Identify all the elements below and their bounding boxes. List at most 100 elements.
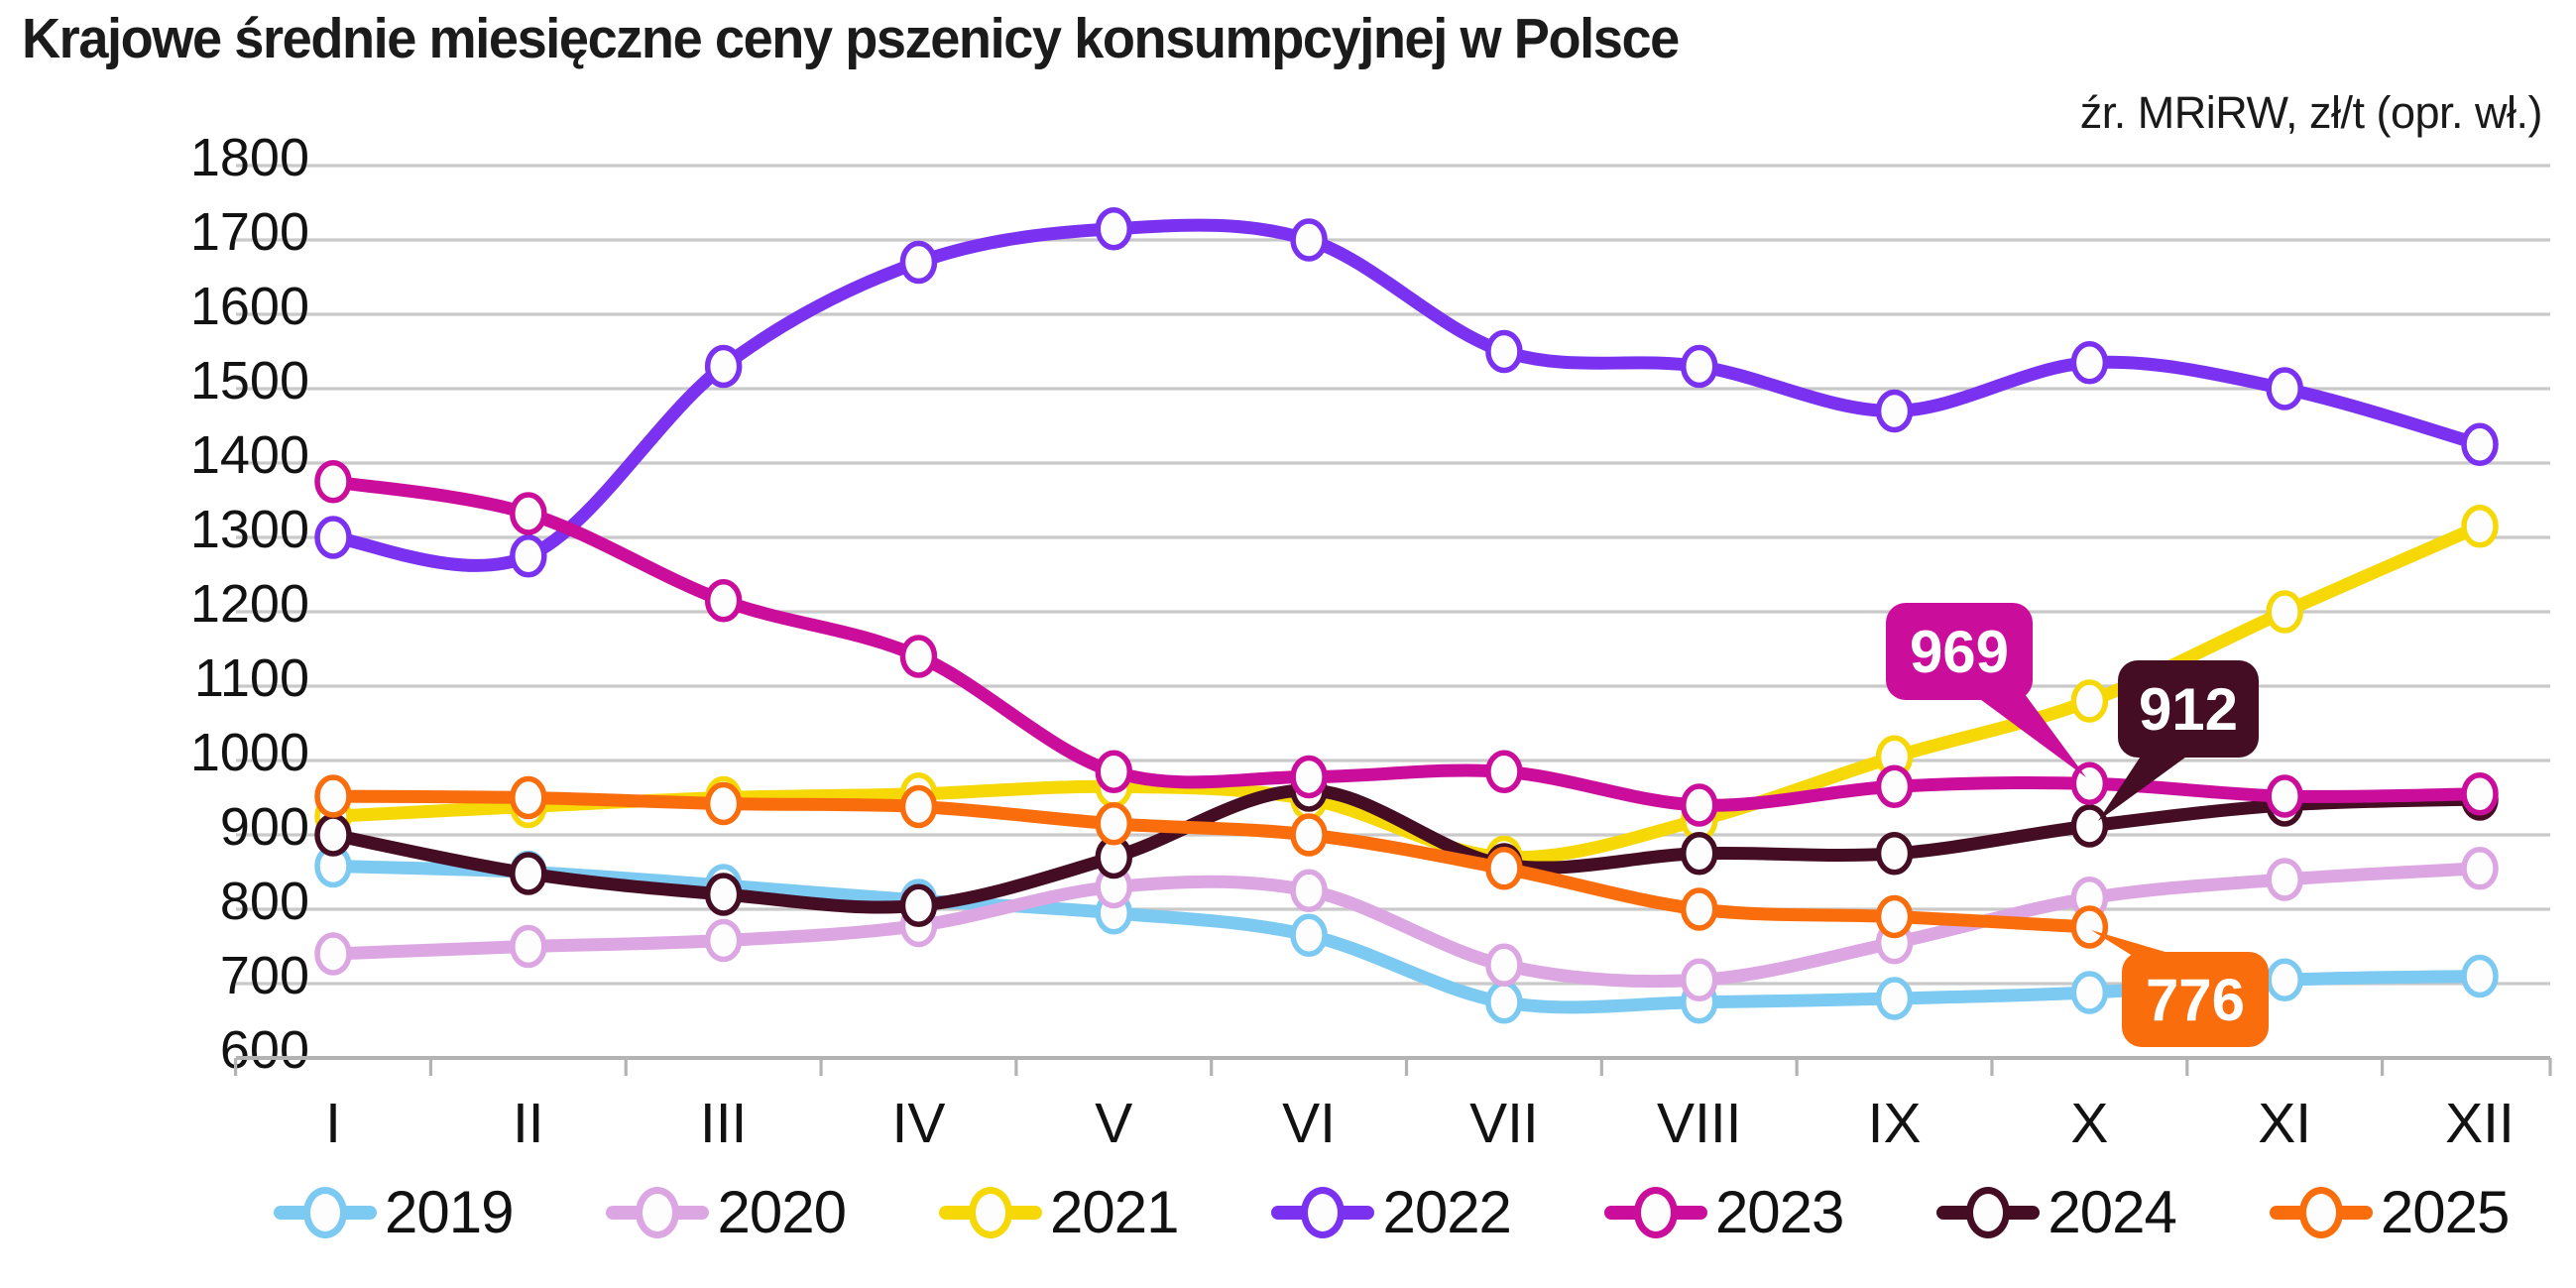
data-point-2020-VI bbox=[1290, 869, 1328, 912]
data-point-2025-IX bbox=[1875, 894, 1914, 939]
data-point-2025-VII bbox=[1485, 847, 1523, 890]
data-point-2022-IX bbox=[1875, 389, 1914, 433]
data-point-2023-X bbox=[2070, 761, 2109, 805]
data-point-2023-III bbox=[704, 579, 743, 623]
data-point-2022-VI bbox=[1290, 218, 1328, 262]
series-line-2020 bbox=[326, 862, 2487, 989]
series-line-2023 bbox=[326, 475, 2487, 812]
data-point-2023-V bbox=[1095, 750, 1133, 793]
data-point-2023-II bbox=[510, 492, 547, 535]
legend-dot-2021 bbox=[968, 1186, 1012, 1238]
legend-item-2024: 2024 bbox=[1936, 1178, 2177, 1246]
legend-item-2021: 2021 bbox=[938, 1178, 1179, 1246]
y-tick-label-1100: 1100 bbox=[194, 648, 309, 708]
data-point-2022-XII bbox=[2461, 422, 2499, 466]
x-tick-label-IV: IV bbox=[892, 1092, 946, 1155]
data-point-2020-I bbox=[314, 932, 352, 976]
x-tick-label-II: II bbox=[513, 1092, 544, 1155]
data-point-2023-VIII bbox=[1680, 783, 1718, 827]
data-point-2024-IV bbox=[899, 883, 938, 927]
legend-dot-2023 bbox=[1633, 1186, 1678, 1238]
data-point-2022-VIII bbox=[1680, 344, 1718, 389]
callout-value-776: 776 bbox=[2146, 967, 2245, 1033]
data-point-2025-I bbox=[314, 774, 352, 818]
y-tick-label-800: 800 bbox=[220, 872, 309, 931]
legend-item-2020: 2020 bbox=[606, 1178, 847, 1246]
data-point-2021-XII bbox=[2461, 505, 2499, 548]
x-tick-label-I: I bbox=[325, 1092, 341, 1155]
legend-marker-2021 bbox=[938, 1185, 1042, 1240]
source-note: źr. MRiRW, zł/t (opr. wł.) bbox=[2079, 87, 2543, 138]
callout-tail-912 bbox=[2098, 752, 2193, 821]
y-tick-label-600: 600 bbox=[220, 1020, 309, 1080]
data-point-2021-XI bbox=[2266, 590, 2303, 634]
data-point-2024-II bbox=[510, 852, 547, 895]
series-line-2019 bbox=[326, 860, 2487, 1014]
series-line-2024 bbox=[326, 783, 2487, 914]
series-line-2022 bbox=[326, 218, 2487, 572]
legend-item-2023: 2023 bbox=[1603, 1178, 1844, 1246]
data-point-2022-XI bbox=[2266, 367, 2303, 410]
legend-dot-2020 bbox=[636, 1186, 680, 1238]
callout-value-912: 912 bbox=[2139, 676, 2238, 743]
data-point-2022-V bbox=[1095, 207, 1133, 251]
data-point-2019-VI bbox=[1290, 913, 1328, 957]
data-point-2024-IX bbox=[1875, 832, 1914, 876]
legend-marker-2020 bbox=[606, 1185, 710, 1240]
legend-label-2024: 2024 bbox=[2048, 1179, 2176, 1245]
data-point-2025-III bbox=[704, 781, 743, 826]
data-point-2020-VII bbox=[1485, 943, 1523, 987]
legend-marker-2024 bbox=[1936, 1185, 2041, 1240]
data-point-2020-XII bbox=[2461, 847, 2499, 890]
data-point-2019-XII bbox=[2461, 954, 2499, 998]
y-tick-label-900: 900 bbox=[220, 797, 309, 857]
legend-item-2022: 2022 bbox=[1271, 1178, 1512, 1246]
legend-label-2020: 2020 bbox=[717, 1179, 846, 1245]
data-point-2025-V bbox=[1095, 802, 1133, 846]
data-point-2023-XI bbox=[2266, 774, 2303, 818]
legend-item-2025: 2025 bbox=[2269, 1178, 2510, 1246]
data-point-2021-X bbox=[2070, 679, 2109, 723]
legend-marker-2023 bbox=[1603, 1185, 1707, 1240]
data-point-2025-IV bbox=[899, 784, 938, 829]
x-tick-label-VII: VII bbox=[1469, 1092, 1539, 1155]
data-point-2022-III bbox=[704, 344, 743, 389]
data-point-2025-II bbox=[510, 775, 547, 820]
data-point-2020-III bbox=[704, 918, 743, 963]
legend-marker-2025 bbox=[2269, 1185, 2373, 1240]
data-point-2022-I bbox=[314, 516, 352, 559]
data-point-2023-VI bbox=[1290, 755, 1328, 799]
data-point-2025-VIII bbox=[1680, 887, 1718, 931]
x-tick-label-XII: XII bbox=[2445, 1092, 2515, 1155]
y-tick-label-700: 700 bbox=[220, 946, 309, 1005]
data-point-2022-X bbox=[2070, 341, 2109, 385]
callout-value-969: 969 bbox=[1910, 619, 2009, 685]
data-point-2023-XII bbox=[2461, 772, 2499, 816]
callout-tail-776 bbox=[2091, 930, 2185, 958]
legend-label-2021: 2021 bbox=[1049, 1179, 1179, 1245]
data-point-2024-VIII bbox=[1680, 832, 1718, 876]
data-point-2023-IX bbox=[1875, 764, 1914, 808]
callout-tail-969 bbox=[1973, 694, 2086, 777]
y-tick-label-1500: 1500 bbox=[190, 351, 309, 410]
x-tick-label-IX: IX bbox=[1868, 1092, 1922, 1155]
y-tick-label-1700: 1700 bbox=[190, 202, 309, 262]
data-point-2022-II bbox=[510, 534, 547, 578]
data-point-2019-VII bbox=[1485, 981, 1523, 1024]
x-tick-label-VIII: VIII bbox=[1657, 1092, 1742, 1155]
y-tick-label-1800: 1800 bbox=[190, 128, 309, 187]
data-point-2023-IV bbox=[899, 635, 938, 678]
data-point-2019-XI bbox=[2266, 958, 2303, 1001]
data-point-2023-VII bbox=[1485, 750, 1523, 793]
y-tick-label-1400: 1400 bbox=[190, 425, 309, 485]
x-tick-label-III: III bbox=[700, 1092, 748, 1155]
x-tick-label-X: X bbox=[2070, 1092, 2108, 1155]
legend-label-2022: 2022 bbox=[1382, 1179, 1511, 1245]
data-point-2024-X bbox=[2070, 804, 2109, 848]
data-point-2019-IX bbox=[1875, 977, 1914, 1020]
callout-box-912 bbox=[2118, 660, 2259, 758]
y-tick-label-1000: 1000 bbox=[190, 723, 309, 782]
y-tick-label-1600: 1600 bbox=[190, 277, 309, 336]
legend-label-2025: 2025 bbox=[2380, 1179, 2510, 1245]
